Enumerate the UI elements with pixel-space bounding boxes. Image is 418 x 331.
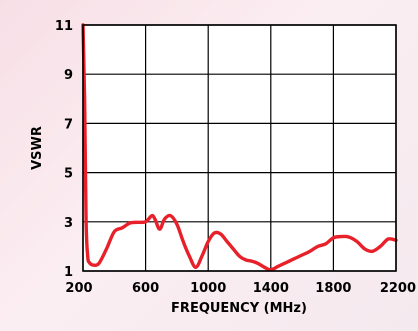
plot-frame: [82, 24, 397, 272]
x-tick-label: 2200: [380, 281, 416, 296]
x-tick-label: 1800: [315, 281, 351, 296]
vswr-series-line: [81, 23, 398, 272]
x-tick-label: 200: [65, 281, 92, 296]
y-tick-label: 11: [55, 19, 73, 34]
x-tick-label: 1000: [190, 281, 226, 296]
y-tick-label: 1: [64, 265, 73, 280]
y-axis-title: VSWR: [30, 126, 45, 170]
x-axis-title: FREQUENCY (MHz): [171, 301, 307, 316]
y-tick-label: 7: [64, 117, 73, 132]
x-tick-label: 1400: [253, 281, 289, 296]
plot-area-background: [83, 25, 396, 271]
y-tick-label: 3: [64, 216, 73, 231]
y-tick-label: 5: [64, 167, 73, 182]
y-tick-label: 9: [64, 68, 73, 83]
x-tick-label: 600: [132, 281, 159, 296]
y-tick-labels: 1 3 5 7 9 11: [55, 19, 73, 280]
x-tick-labels: 200 600 1000 1400 1800 2200: [65, 281, 416, 296]
